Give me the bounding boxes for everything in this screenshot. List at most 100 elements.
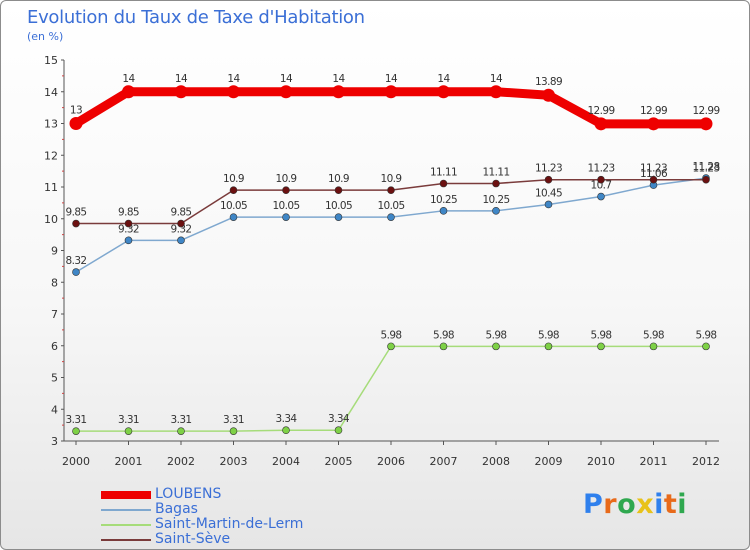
data-point — [439, 342, 448, 351]
data-point — [282, 213, 290, 221]
data-point — [702, 342, 710, 351]
data-point — [177, 219, 185, 228]
data-label: 14 — [175, 73, 188, 85]
data-point — [492, 342, 500, 351]
data-label: 3.34 — [276, 413, 298, 425]
data-label: 9.85 — [66, 207, 87, 219]
chart-title: Evolution du Taux de Taxe d'Habitation — [27, 7, 365, 28]
data-label: 12.99 — [692, 105, 719, 117]
series-bagas: 8.32 9.32 9.32 10.05 10.05 10.05 10.05 10.25 10.… — [66, 161, 720, 276]
legend-label: Bagas — [155, 501, 198, 517]
x-tick-label: 2002 — [167, 455, 195, 468]
data-point — [69, 117, 83, 130]
y-tick-label: 15 — [44, 54, 58, 67]
legend-item: Bagas — [101, 502, 303, 517]
legend-item: Saint-Sève — [101, 532, 303, 547]
y-tick-label: 13 — [44, 118, 58, 131]
data-label: 12.99 — [587, 105, 614, 117]
data-point — [229, 427, 238, 435]
legend-swatch — [101, 490, 151, 499]
chart-subtitle: (en %) — [27, 30, 64, 43]
data-point — [227, 85, 240, 99]
data-label: 10.9 — [276, 173, 297, 185]
data-point — [647, 117, 660, 131]
data-label: 13 — [70, 105, 82, 117]
data-point — [597, 192, 605, 201]
data-point — [124, 236, 133, 245]
data-label: 10.9 — [381, 173, 402, 185]
data-point — [72, 219, 80, 228]
y-tick-label: 6 — [51, 340, 58, 353]
data-point — [544, 175, 553, 184]
data-label: 10.05 — [325, 200, 352, 212]
data-label: 5.98 — [381, 329, 402, 341]
data-point — [489, 85, 503, 99]
data-label: 12.99 — [640, 105, 667, 117]
y-tick-label: 12 — [44, 149, 58, 162]
legend: LOUBENS Bagas Saint-Martin-de-Lerm Saint-Sè… — [101, 487, 303, 547]
data-label: 11.28 — [692, 161, 719, 173]
data-label: 11.23 — [587, 163, 614, 175]
data-label: 10.9 — [328, 173, 349, 185]
legend-label: Saint-Sève — [155, 531, 231, 547]
series-loubens: 13 14 14 14 14 14 14 14 14 13.89 12.99 12.99 12.99 — [69, 73, 720, 131]
data-label: 10.9 — [223, 173, 244, 185]
data-label: 5.98 — [696, 329, 717, 341]
data-label: 10.05 — [272, 200, 299, 212]
data-label: 9.85 — [118, 207, 139, 219]
data-point — [649, 175, 658, 184]
data-point — [594, 117, 608, 131]
data-label: 10.05 — [377, 200, 404, 212]
y-tick-label: 4 — [51, 403, 58, 416]
data-label: 5.98 — [433, 329, 454, 341]
data-point — [597, 175, 605, 184]
x-tick-label: 2004 — [272, 455, 300, 468]
data-point — [72, 268, 80, 276]
data-point — [332, 85, 345, 99]
data-point — [439, 207, 448, 215]
y-tick-label: 14 — [44, 86, 58, 99]
data-point — [387, 342, 395, 351]
legend-swatch — [101, 523, 151, 526]
data-point — [437, 85, 450, 99]
x-tick-label: 2006 — [377, 455, 405, 468]
x-tick-label: 2008 — [482, 455, 510, 468]
data-label: 14 — [490, 73, 503, 85]
data-point — [334, 186, 343, 194]
data-label: 13.89 — [535, 76, 562, 88]
data-label: 11.06 — [640, 168, 668, 180]
data-point — [649, 342, 658, 351]
legend-label: Saint-Martin-de-Lerm — [155, 516, 304, 532]
data-point — [229, 213, 238, 221]
data-label: 11.23 — [535, 163, 562, 175]
data-label: 11.23 — [692, 163, 719, 175]
data-point — [439, 179, 448, 188]
series-saint-s-ve: 9.85 9.85 9.85 10.9 10.9 10.9 10.9 11.11 11.11 11… — [66, 163, 720, 228]
data-point — [282, 186, 290, 194]
data-label: 3.31 — [118, 414, 139, 426]
x-tick-label: 2000 — [62, 455, 90, 468]
data-point — [387, 186, 395, 194]
data-label: 5.98 — [486, 329, 507, 341]
data-point — [597, 342, 605, 351]
data-label: 14 — [227, 73, 240, 85]
data-label: 14 — [332, 73, 345, 85]
data-label: 10.7 — [591, 180, 612, 192]
data-point — [174, 85, 188, 99]
x-tick-label: 2009 — [535, 455, 563, 468]
data-label: 11.11 — [482, 167, 509, 179]
data-label: 14 — [280, 73, 293, 85]
data-label: 14 — [385, 73, 398, 85]
series-saint-martin-de-lerm: 3.31 3.31 3.31 3.31 3.34 3.34 5.98 5.98 5.98 5.98… — [66, 329, 717, 435]
data-label: 5.98 — [591, 329, 612, 341]
data-point — [282, 426, 290, 435]
data-label: 9.85 — [171, 207, 192, 219]
data-point — [334, 213, 343, 221]
data-label: 5.98 — [643, 329, 664, 341]
data-label: 3.34 — [328, 413, 350, 425]
data-point — [702, 175, 710, 184]
data-label: 10.45 — [535, 187, 562, 199]
data-label: 5.98 — [538, 329, 559, 341]
